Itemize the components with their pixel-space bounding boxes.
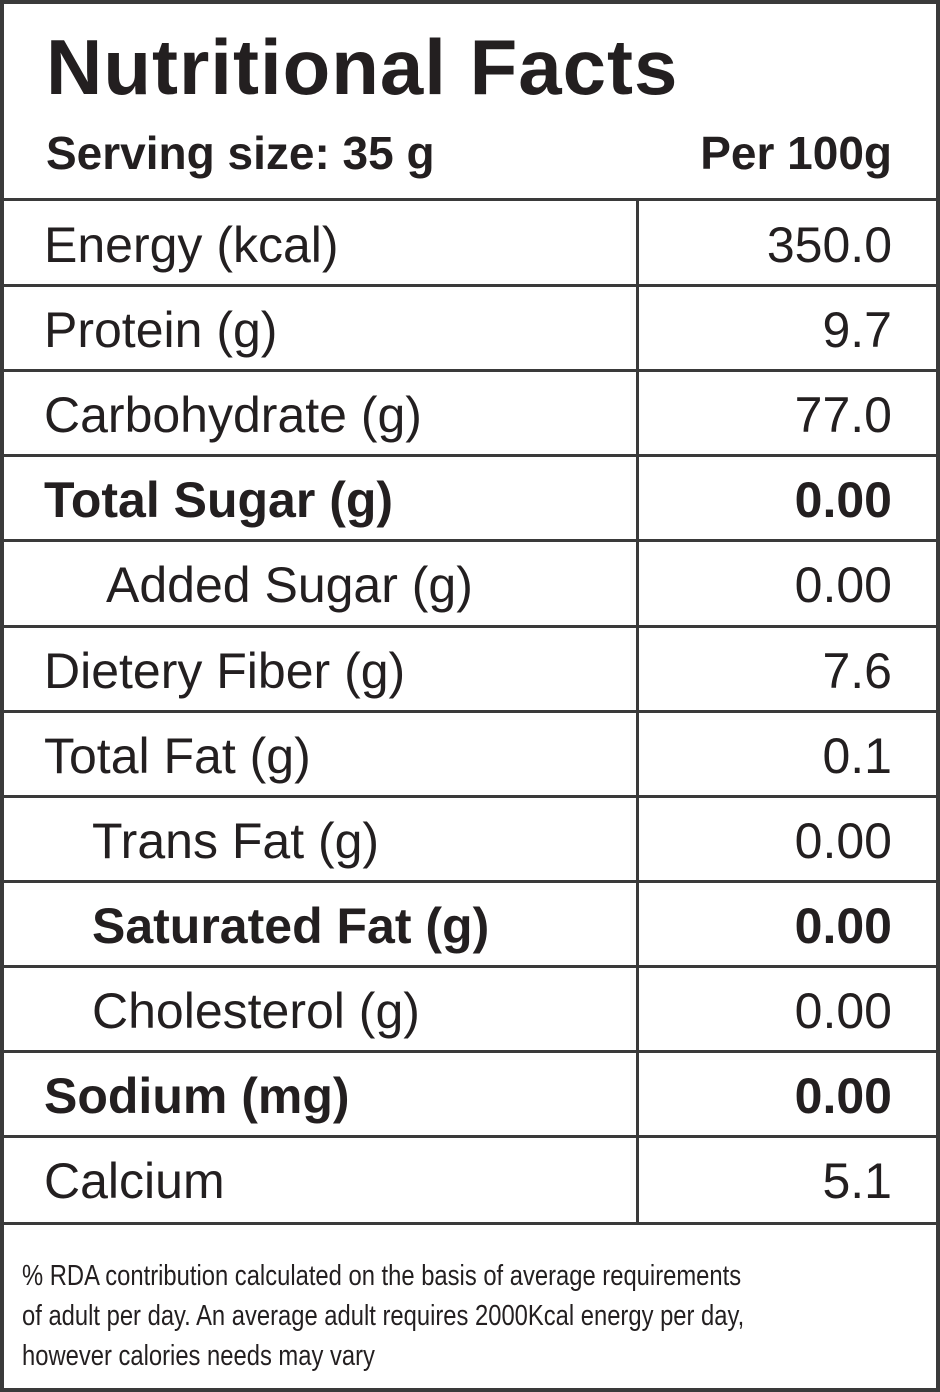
divider (4, 198, 936, 201)
nutrient-value: 0.00 (794, 812, 892, 869)
table-row: Saturated Fat (g) 0.00 (4, 882, 936, 967)
row-divider (4, 794, 936, 798)
nutrient-value: 9.7 (822, 302, 892, 359)
nutrient-value: 0.1 (822, 727, 892, 784)
nutrient-value: 5.1 (822, 1153, 892, 1210)
nutrient-value: 0.00 (794, 897, 892, 954)
nutrient-name: Cholesterol (g) (92, 982, 420, 1039)
serving-size: Serving size: 35 g (46, 127, 435, 179)
table-row: Added Sugar (g) 0.00 (4, 541, 936, 626)
nutrient-value: 0.00 (794, 1068, 892, 1124)
nutrient-value: 7.6 (822, 642, 892, 699)
table-row: Protein (g) 9.7 (4, 286, 936, 371)
row-divider (4, 964, 936, 968)
row-divider (4, 1050, 936, 1053)
table-row: Total Sugar (g) 0.00 (4, 456, 936, 541)
table-row: Cholesterol (g) 0.00 (4, 967, 936, 1052)
nutrient-name: Total Fat (g) (44, 727, 311, 784)
row-divider (4, 369, 936, 373)
footnote-line: of adult per day. An average adult requi… (22, 1300, 745, 1332)
row-divider (4, 454, 936, 458)
nutrient-value: 0.00 (794, 982, 892, 1039)
footnote-line: however calories needs may vary (22, 1340, 375, 1372)
table-row: Total Fat (g) 0.1 (4, 712, 936, 797)
row-divider (4, 1135, 936, 1139)
nutrient-name: Calcium (44, 1153, 225, 1210)
divider (4, 1222, 936, 1225)
nutrient-value: 77.0 (794, 387, 892, 444)
nutrient-value: 0.00 (794, 557, 892, 614)
footnote-line: % RDA contribution calculated on the bas… (22, 1260, 742, 1292)
nutrient-name: Total Sugar (g) (44, 472, 394, 529)
nutrient-name: Energy (kcal) (44, 217, 339, 273)
table-row: Carbohydrate (g) 77.0 (4, 371, 936, 456)
nutrient-name: Sodium (mg) (44, 1068, 350, 1124)
row-divider (4, 709, 936, 713)
nutrient-name: Added Sugar (g) (106, 557, 473, 614)
nutrient-value: 0.00 (794, 472, 892, 529)
nutrient-name: Saturated Fat (g) (92, 897, 490, 954)
footnote: % RDA contribution calculated on the bas… (22, 1256, 744, 1376)
nutrient-name: Protein (g) (44, 302, 278, 359)
row-divider (4, 284, 936, 288)
nutrient-value: 350.0 (766, 217, 892, 273)
per-unit: Per 100g (700, 127, 892, 179)
title: Nutritional Facts (46, 23, 679, 111)
row-divider (4, 539, 936, 543)
nutrient-name: Carbohydrate (g) (44, 387, 422, 444)
table-row: Dietery Fiber (g) 7.6 (4, 627, 936, 712)
table-row: Calcium 5.1 (4, 1137, 936, 1222)
table-row: Sodium (mg) 0.00 (4, 1052, 936, 1137)
row-divider (4, 879, 936, 883)
row-divider (4, 624, 936, 628)
nutrient-name: Trans Fat (g) (92, 812, 380, 869)
nutrient-name: Dietery Fiber (g) (44, 642, 406, 699)
table-row: Trans Fat (g) 0.00 (4, 797, 936, 882)
table-row: Energy (kcal) 350.0 (4, 201, 936, 286)
